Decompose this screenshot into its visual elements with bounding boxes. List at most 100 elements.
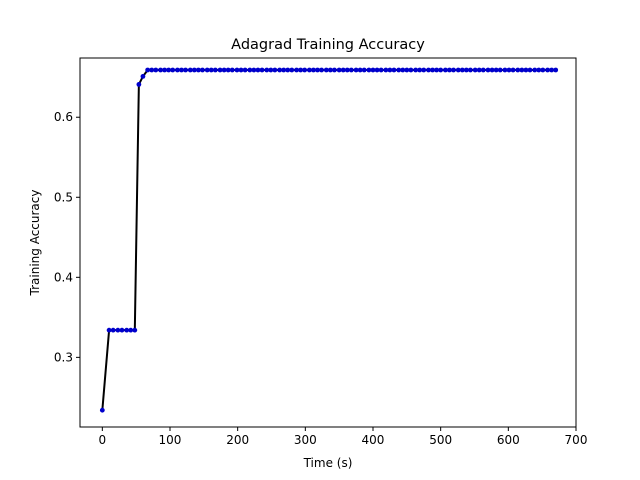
data-point	[383, 67, 389, 73]
data-point	[259, 67, 265, 73]
data-point	[272, 67, 278, 73]
data-point	[140, 74, 146, 79]
data-point	[191, 67, 197, 73]
data-point	[523, 67, 529, 73]
x-tick-label: 200	[226, 433, 249, 447]
data-point	[124, 327, 130, 333]
data-point	[217, 67, 223, 73]
data-point	[404, 67, 410, 73]
data-point	[545, 67, 550, 73]
data-point	[344, 67, 350, 73]
data-point	[298, 67, 303, 73]
data-point	[128, 327, 134, 333]
y-tick-label: 0.3	[54, 350, 73, 364]
x-axis: 0 100 200 300 400 500 600 700	[99, 427, 588, 447]
data-point	[485, 67, 491, 73]
data-point	[323, 67, 329, 73]
data-point	[476, 67, 482, 73]
data-point	[149, 67, 155, 73]
data-point	[162, 67, 167, 73]
data-point	[289, 67, 295, 73]
x-tick-label: 700	[565, 433, 588, 447]
data-point	[170, 67, 176, 73]
x-tick-label: 100	[159, 433, 182, 447]
data-point	[553, 67, 559, 73]
data-point	[472, 67, 478, 73]
data-point	[374, 67, 380, 73]
plot-area	[79, 57, 577, 428]
data-point	[336, 67, 342, 73]
data-point	[234, 67, 240, 73]
data-point	[200, 67, 205, 73]
data-point	[187, 67, 193, 73]
data-point	[459, 67, 465, 73]
data-point	[361, 67, 367, 73]
data-point	[455, 67, 461, 73]
data-point	[306, 67, 312, 73]
data-point	[443, 67, 448, 73]
data-point	[294, 67, 299, 73]
data-point	[502, 67, 508, 73]
data-point	[145, 67, 151, 73]
data-point	[506, 67, 512, 73]
data-point	[208, 67, 214, 73]
data-point	[255, 67, 261, 73]
data-point	[242, 67, 248, 73]
y-tick-label: 0.6	[54, 110, 73, 124]
data-point	[247, 67, 253, 73]
data-point	[315, 67, 320, 73]
data-point	[400, 67, 406, 73]
data-point	[327, 67, 333, 73]
data-point	[540, 67, 546, 73]
data-point	[417, 67, 423, 73]
data-point	[532, 67, 538, 73]
data-point	[378, 67, 384, 73]
y-tick-label: 0.4	[54, 270, 73, 284]
y-axis-label: Training Accuracy	[28, 190, 42, 297]
data-point	[166, 67, 172, 73]
data-point	[281, 67, 287, 73]
data-point	[153, 67, 159, 73]
data-point	[510, 67, 516, 73]
data-point	[115, 327, 121, 333]
data-point	[413, 67, 419, 73]
data-point	[179, 67, 184, 73]
data-point	[319, 67, 324, 73]
data-point	[387, 67, 393, 73]
data-point	[451, 67, 456, 73]
data-point	[396, 67, 402, 73]
series-layer	[99, 67, 559, 413]
data-point	[251, 67, 257, 73]
data-point	[480, 67, 486, 73]
data-point	[238, 67, 244, 73]
data-point	[497, 67, 503, 73]
data-point	[277, 67, 283, 73]
y-tick-label: 0.5	[54, 190, 73, 204]
data-point	[447, 67, 452, 73]
data-point	[311, 67, 316, 73]
x-tick-label: 500	[429, 433, 452, 447]
data-point	[285, 67, 291, 73]
data-point	[340, 67, 346, 73]
data-point	[515, 67, 521, 73]
data-point	[221, 67, 227, 73]
data-point	[519, 67, 525, 73]
data-point	[132, 327, 138, 333]
data-point	[264, 67, 270, 73]
data-point	[158, 67, 163, 73]
plot-frame	[79, 57, 577, 428]
data-point	[225, 67, 231, 73]
data-point	[489, 67, 495, 73]
data-point	[110, 327, 116, 333]
data-point	[348, 67, 354, 73]
data-point	[408, 67, 414, 73]
data-point	[183, 67, 188, 73]
data-point	[204, 67, 210, 73]
x-tick-label: 0	[99, 433, 107, 447]
data-point	[391, 67, 397, 73]
data-point	[175, 67, 180, 73]
data-point	[468, 67, 473, 73]
data-point	[99, 407, 105, 413]
data-point	[357, 67, 363, 73]
